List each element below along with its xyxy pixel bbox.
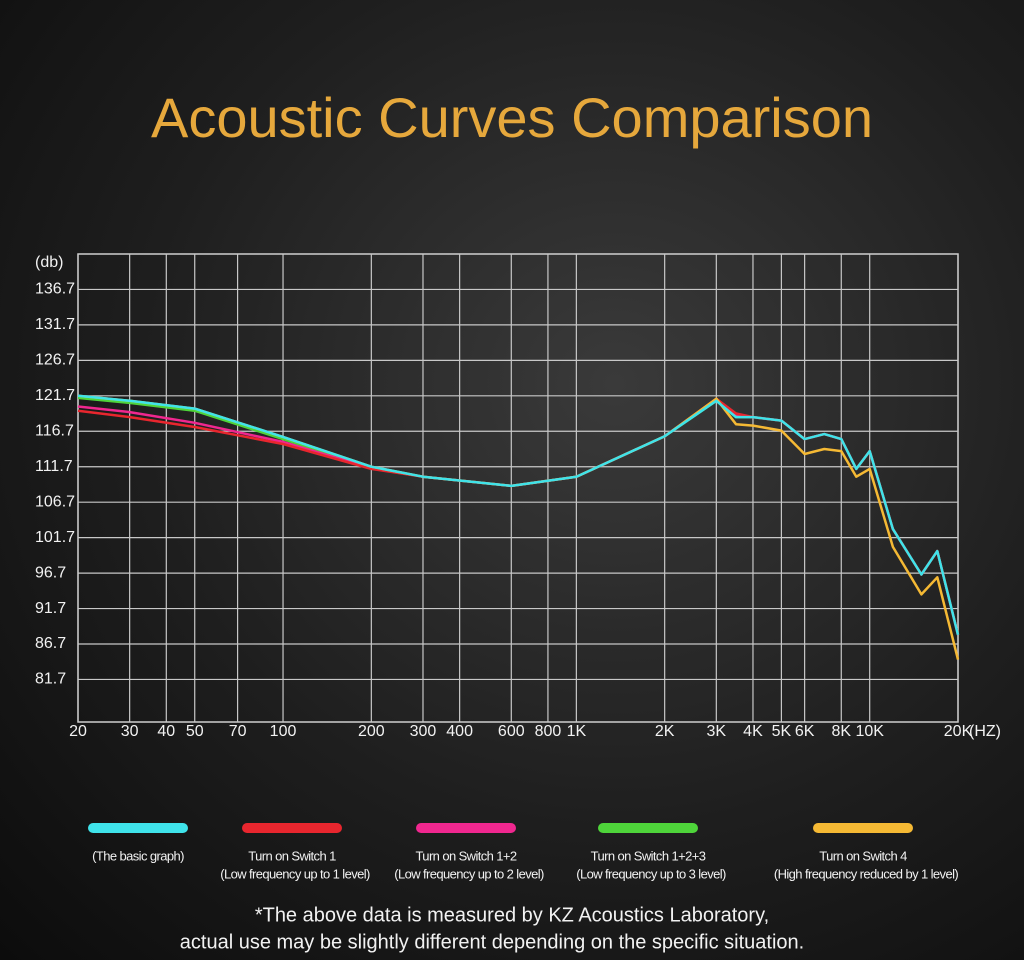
x-tick-label: 5K xyxy=(772,723,792,740)
legend-label: Turn on Switch 1+2+3 xyxy=(591,848,706,863)
x-tick-label: 8K xyxy=(831,723,851,740)
legend-label: Turn on Switch 1+2 xyxy=(415,848,516,863)
y-tick-label: 106.7 xyxy=(35,493,75,510)
y-tick-label: 126.7 xyxy=(35,352,75,369)
x-tick-label: 4K xyxy=(743,723,763,740)
x-tick-label: 3K xyxy=(707,723,727,740)
footnote: *The above data is measured by KZ Acoust… xyxy=(255,904,769,926)
legend-swatch xyxy=(88,823,188,833)
y-tick-label: 121.7 xyxy=(35,387,75,404)
legend-label: Turn on Switch 1 xyxy=(248,848,336,863)
legend-detail: (Low frequency up to 2 level) xyxy=(394,866,544,881)
x-tick-label: 1K xyxy=(567,723,587,740)
y-tick-label: 116.7 xyxy=(35,422,74,439)
x-tick-label: 200 xyxy=(358,723,385,740)
y-axis-label: (db) xyxy=(35,254,63,271)
y-tick-label: 91.7 xyxy=(35,600,66,617)
x-tick-label: 800 xyxy=(535,723,562,740)
legend-detail: (Low frequency up to 3 level) xyxy=(576,866,726,881)
y-tick-label: 81.7 xyxy=(35,671,66,688)
legend-detail: (Low frequency up to 1 level) xyxy=(220,866,370,881)
x-tick-label: 50 xyxy=(186,723,204,740)
legend-swatch xyxy=(416,823,516,833)
y-tick-label: 111.7 xyxy=(35,458,73,475)
legend-swatch xyxy=(813,823,913,833)
chart-title: Acoustic Curves Comparison xyxy=(151,86,873,149)
legend-swatch xyxy=(598,823,698,833)
y-tick-label: 86.7 xyxy=(35,635,66,652)
x-tick-label: 40 xyxy=(157,723,175,740)
x-tick-label: 30 xyxy=(121,723,139,740)
y-tick-label: 96.7 xyxy=(35,564,66,581)
legend-swatch xyxy=(242,823,342,833)
x-tick-label: 20K xyxy=(944,723,973,740)
x-tick-label: 70 xyxy=(229,723,247,740)
legend-detail: (High frequency reduced by 1 level) xyxy=(774,866,958,881)
legend-label: (The basic graph) xyxy=(92,848,184,863)
x-tick-label: 20 xyxy=(69,723,87,740)
footnote: actual use may be slightly different dep… xyxy=(180,931,804,953)
legend-label: Turn on Switch 4 xyxy=(819,848,907,863)
plot-frame xyxy=(77,253,959,723)
x-tick-label: 300 xyxy=(410,723,437,740)
curve xyxy=(77,394,960,636)
y-tick-label: 101.7 xyxy=(35,529,75,546)
x-tick-label: 600 xyxy=(498,723,525,740)
y-tick-label: 131.7 xyxy=(35,316,75,333)
x-tick-label: 2K xyxy=(655,723,675,740)
x-tick-label: 10K xyxy=(855,723,884,740)
x-tick-label: 100 xyxy=(270,723,297,740)
y-tick-label: 136.7 xyxy=(35,281,75,298)
x-tick-label: 400 xyxy=(446,723,473,740)
x-axis-label: (HZ) xyxy=(969,723,1001,740)
x-tick-label: 6K xyxy=(795,723,815,740)
